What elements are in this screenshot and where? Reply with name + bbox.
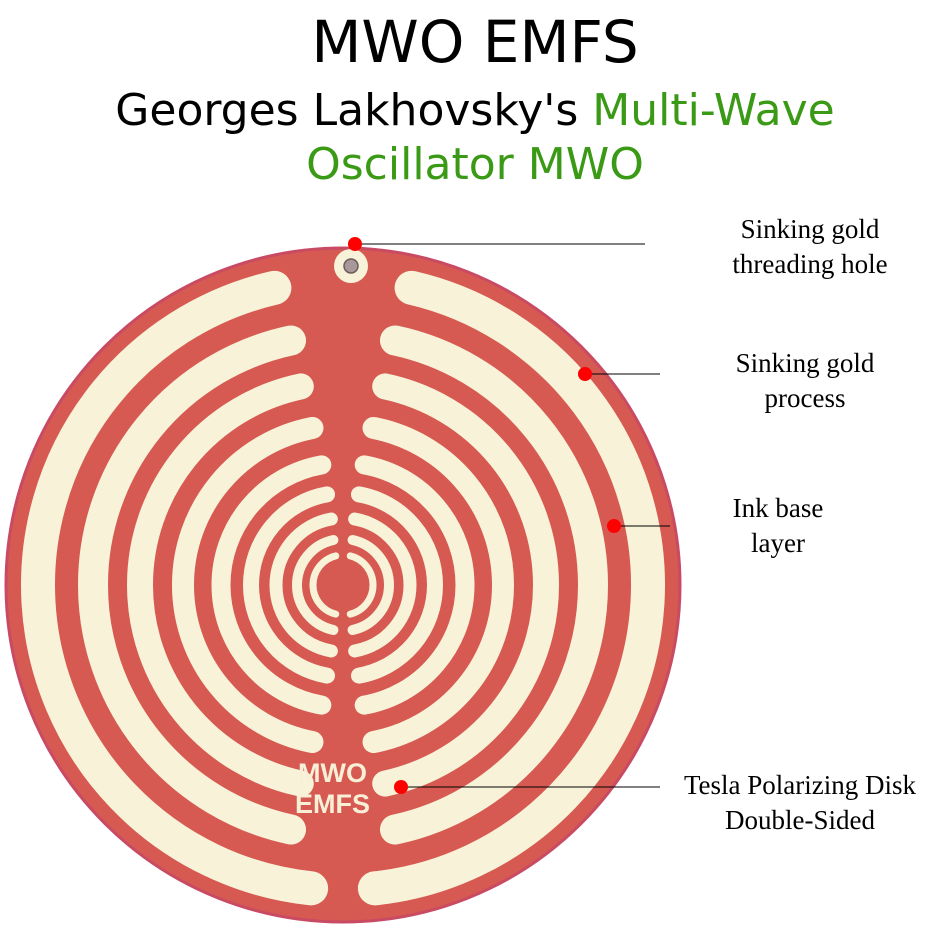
gold-ring-arc xyxy=(357,270,665,906)
callout-text: threading hole xyxy=(732,249,888,279)
callout-text: Tesla Polarizing Disk xyxy=(683,770,917,800)
gold-ring-arc xyxy=(350,486,443,684)
subtitle-black: Georges Lakhovsky's xyxy=(115,85,593,136)
gold-ring-arc xyxy=(78,325,307,845)
gold-ring-arc xyxy=(243,486,336,684)
gold-ring-arc xyxy=(362,416,514,754)
callout-ink-base: Ink base layer xyxy=(668,491,888,561)
callout-text: Double-Sided xyxy=(725,805,875,835)
gold-ring-arc xyxy=(346,552,377,618)
gold-ring-arc xyxy=(372,373,559,797)
callout-gold-process: Sinking gold process xyxy=(695,346,915,416)
subtitle-green: Multi-Wave xyxy=(592,85,835,136)
subtitle-green-2: Oscillator MWO xyxy=(306,139,644,190)
callout-dot xyxy=(578,367,592,381)
gold-ring-arc xyxy=(127,373,314,797)
callout-tesla-disk: Tesla Polarizing Disk Double-Sided xyxy=(655,768,945,838)
callout-dot xyxy=(394,780,408,794)
gold-ring-arc xyxy=(347,535,394,635)
callout-threading-hole: Sinking gold threading hole xyxy=(700,212,920,282)
gold-ring-arc xyxy=(309,552,340,618)
page-subtitle: Georges Lakhovsky's Multi-Wave Oscillato… xyxy=(0,84,950,192)
callout-text: layer xyxy=(751,528,805,558)
threading-hole xyxy=(343,258,359,274)
callout-lines xyxy=(355,243,670,788)
callout-dot xyxy=(607,519,621,533)
gold-ring-arc xyxy=(348,512,417,658)
callout-text: Ink base xyxy=(732,493,824,523)
callout-text: Sinking gold xyxy=(735,348,875,378)
engraving-line-2: EMFS xyxy=(294,789,370,819)
gold-ring-arc xyxy=(172,416,324,754)
callout-text: process xyxy=(764,383,846,413)
gold-ring-arc xyxy=(354,455,475,715)
rings xyxy=(21,270,665,906)
engraving-line-1: MWO xyxy=(298,758,367,788)
disk-engraving: MWO EMFS xyxy=(285,758,380,820)
gold-ring-arc xyxy=(21,270,329,906)
callout-text: Sinking gold xyxy=(740,214,880,244)
callout-dots xyxy=(348,237,621,794)
gold-ring-arc xyxy=(211,455,332,715)
gold-ring-arc xyxy=(269,512,338,658)
gold-ring-arc xyxy=(292,535,339,635)
callout-dot xyxy=(348,237,362,251)
page-title: MWO EMFS xyxy=(311,8,639,76)
